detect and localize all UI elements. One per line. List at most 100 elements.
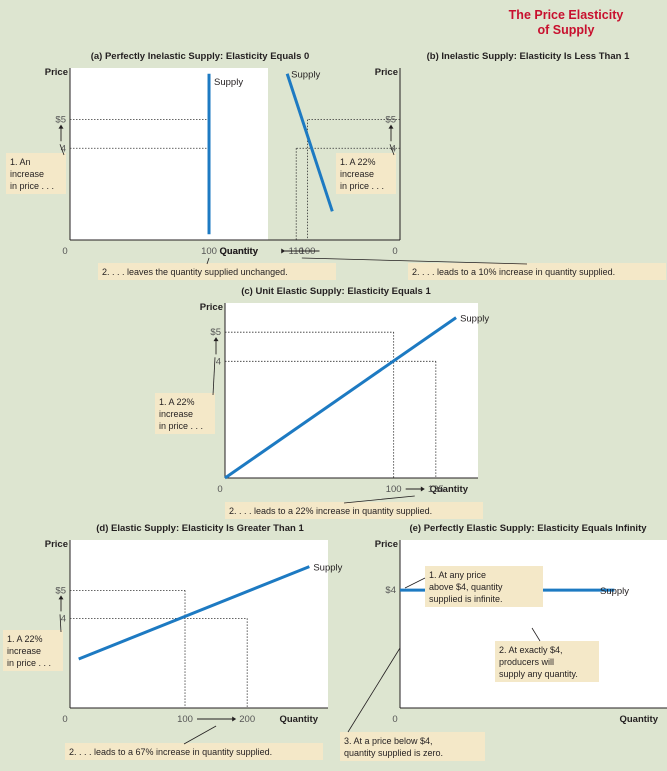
panel-e-note-above: above $4, quantity: [429, 582, 503, 592]
panel-e-title: (e) Perfectly Elastic Supply: Elasticity…: [409, 523, 647, 534]
panel-d-origin: 0: [62, 714, 67, 725]
panel-b-series-label: Supply: [291, 70, 320, 81]
panel-e-note-at-leader: [531, 627, 541, 642]
panel-d-note-price_change-box: [3, 630, 63, 671]
panel-c-origin: 0: [217, 484, 222, 495]
panel-d-plot-area: [70, 540, 328, 708]
panel-d-note-price_change: increase: [7, 646, 41, 656]
panel-d-title: (d) Elastic Supply: Elasticity Is Greate…: [96, 523, 304, 534]
panel-b-note-price_change-box: [336, 153, 396, 194]
panel-a-note-price_change: 1. An: [10, 157, 31, 167]
panel-e-note-at: 2. At exactly $4,: [499, 645, 563, 655]
panel-c-title: (c) Unit Elastic Supply: Elasticity Equa…: [241, 286, 431, 297]
panel-d-note-price_change: in price . . .: [7, 658, 51, 668]
panel-b-quantity-increase-arrowhead: [281, 248, 286, 254]
panel-b-title: (b) Inelastic Supply: Elasticity Is Less…: [427, 51, 630, 62]
panel-e-x-label: Quantity: [619, 714, 658, 725]
panel-b-note-quantity_change: 2. . . . leads to a 10% increase in quan…: [412, 267, 615, 277]
panel-a-note-quantity_change: 2. . . . leaves the quantity supplied un…: [102, 267, 288, 277]
panel-b-note-quantity_change-box: [408, 263, 666, 280]
panel-a-origin: 0: [62, 246, 67, 257]
panel-a-price-increase-arrowhead: [58, 124, 64, 129]
panel-e-note-below: 3. At a price below $4,: [344, 736, 433, 746]
panel-a-x-label: Quantity: [219, 246, 258, 257]
panel-a-plot-area: [70, 68, 268, 240]
panel-a-y-tick: $5: [55, 115, 66, 126]
panel-d-quantity-increase-arrowhead: [232, 716, 237, 722]
panel-a-note-price_change: increase: [10, 169, 44, 179]
panel-b-supply-curve: [285, 73, 334, 212]
panel-c-price-increase-arrowhead: [213, 337, 219, 342]
panel-c-quantity-increase-arrowhead: [420, 486, 425, 492]
panel-c-note-price_change-leader: [212, 357, 216, 396]
panel-c-note-price_change: 1. A 22%: [159, 397, 195, 407]
panel-c-note-quantity_change-box: [225, 502, 483, 519]
panel-b-x-tick: 100: [300, 246, 316, 257]
panel-b-y-label: Price: [375, 67, 398, 78]
panel-b-x-tick: 110: [289, 246, 304, 257]
panel-d-y-tick: 4: [61, 613, 66, 624]
panel-c-note-price_change: in price . . .: [159, 421, 203, 431]
panel-a-note-quantity_change-box: [98, 263, 336, 280]
panel-b-note-price_change: 1. A 22%: [340, 157, 376, 167]
panel-a-note-quantity_change-leader: [206, 257, 210, 265]
panel-c-x-tick: 125: [428, 484, 444, 495]
panel-c-note-quantity_change: 2. . . . leads to a 22% increase in quan…: [229, 506, 432, 516]
panel-c-x-label: Quantity: [429, 484, 468, 495]
figure-title-line-1: The Price Elasticity: [509, 8, 624, 22]
panel-e-note-at: producers will: [499, 657, 554, 667]
panel-e-note-above-leader: [404, 577, 426, 589]
panel-c-note-price_change: increase: [159, 409, 193, 419]
panel-b-x-label: Quantity: [219, 246, 258, 257]
panel-e-note-at-box: [495, 641, 599, 682]
panel-d-note-quantity_change: 2. . . . leads to a 67% increase in quan…: [69, 747, 272, 757]
panel-e-note-at: supply any quantity.: [499, 669, 578, 679]
panel-e-y-label: Price: [375, 539, 398, 550]
panel-e-y-tick: $4: [385, 585, 396, 596]
panel-e-plot-area: [400, 540, 667, 708]
panel-c-y-tick: 4: [216, 356, 221, 367]
panel-d-x-label: Quantity: [279, 714, 318, 725]
panel-d-series-label: Supply: [313, 563, 342, 574]
panel-c-note-price_change-box: [155, 393, 215, 434]
panel-d-supply-curve: [78, 565, 310, 661]
panel-a-x-tick: 100: [201, 246, 217, 257]
panel-d-y-tick: $5: [55, 585, 66, 596]
panel-a-y-label: Price: [45, 67, 68, 78]
panel-b-origin: 0: [392, 246, 397, 257]
panel-d-x-tick: 100: [177, 714, 193, 725]
panel-b-note-quantity_change-leader: [301, 257, 528, 265]
panel-e-note-below: quantity supplied is zero.: [344, 748, 443, 758]
panel-b-note-price_change-leader: [389, 144, 395, 156]
panel-c-y-tick: $5: [210, 327, 221, 338]
panel-b-y-tick: 4: [391, 143, 396, 154]
panel-e-note-above: 1. At any price: [429, 570, 486, 580]
panel-e-note-below-leader: [347, 647, 401, 733]
panel-a-note-price_change: in price . . .: [10, 181, 54, 191]
panel-b-note-price_change: increase: [340, 169, 374, 179]
panel-c-note-quantity_change-leader: [343, 495, 415, 504]
panel-d-price-increase-arrowhead: [58, 595, 64, 600]
panel-a-note-price_change-leader: [59, 144, 65, 156]
panel-d-x-tick: 200: [239, 714, 255, 725]
panel-a-y-tick: 4: [61, 143, 66, 154]
panel-c-series-label: Supply: [460, 314, 489, 325]
panel-d-note-price_change: 1. A 22%: [7, 634, 43, 644]
panel-c-x-tick: 100: [386, 484, 402, 495]
panel-e-note-above-box: [425, 566, 543, 607]
panel-e-note-below-box: [340, 732, 485, 761]
panel-e-origin: 0: [392, 714, 397, 725]
panel-b-y-tick: $5: [385, 115, 396, 126]
panel-b-note-price_change: in price . . .: [340, 181, 384, 191]
panel-a-title: (a) Perfectly Inelastic Supply: Elastici…: [91, 51, 310, 62]
panel-e-note-above: supplied is infinite.: [429, 594, 503, 604]
figure-title-line-2: of Supply: [538, 23, 595, 37]
panel-c-y-label: Price: [200, 302, 223, 313]
panel-c-supply-curve: [224, 316, 457, 480]
panel-a-note-price_change-box: [6, 153, 66, 194]
panel-d-note-price_change-leader: [59, 614, 62, 633]
panel-a-series-label: Supply: [214, 77, 243, 88]
panel-d-note-quantity_change-leader: [183, 725, 217, 745]
panel-d-note-quantity_change-box: [65, 743, 323, 760]
